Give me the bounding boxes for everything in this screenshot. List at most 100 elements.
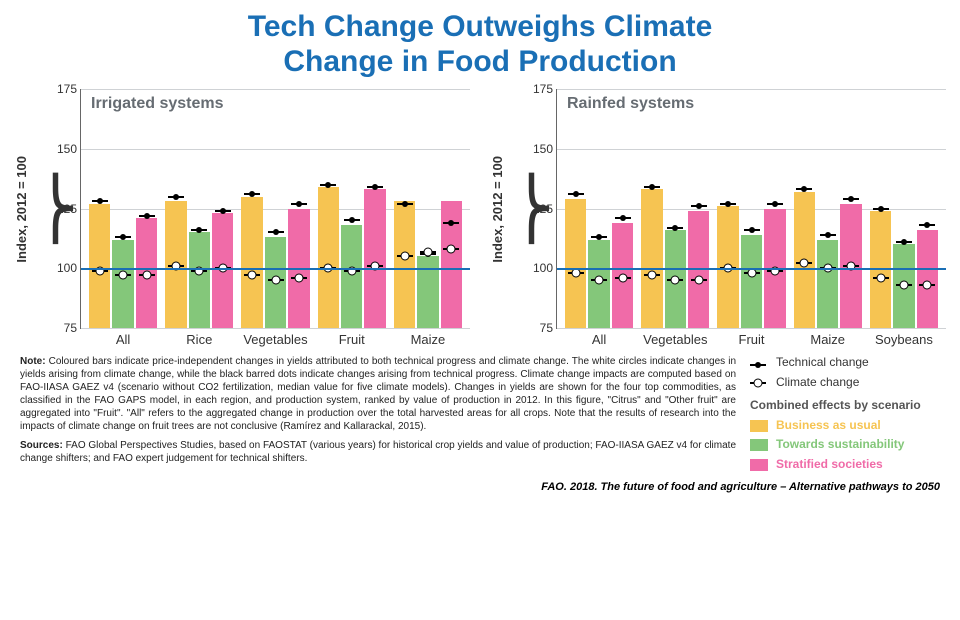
bar-strat xyxy=(917,230,938,328)
legend-label: Technical change xyxy=(776,355,869,371)
climate-marker-icon xyxy=(667,276,683,284)
legend-label: Stratified societies xyxy=(776,457,883,473)
bar-sus xyxy=(341,225,362,328)
chart-irrigated: Index, 2012 = 100⎬75100125150175Irrigate… xyxy=(14,89,470,329)
bar-strat xyxy=(212,213,233,328)
y-axis-label: Index, 2012 = 100 xyxy=(490,156,505,263)
y-tick-label: 100 xyxy=(57,261,81,275)
tech-marker-icon xyxy=(443,220,459,226)
bars-area xyxy=(81,89,470,328)
tech-marker-icon xyxy=(320,182,336,188)
climate-marker-icon xyxy=(615,274,631,282)
bar-bau xyxy=(717,206,738,328)
x-tick-label: Maize xyxy=(390,328,466,347)
climate-marker-icon xyxy=(896,281,912,289)
y-tick-label: 125 xyxy=(533,202,557,216)
bar-strat xyxy=(441,201,462,328)
note-label: Note: xyxy=(20,356,46,367)
tech-marker-icon xyxy=(750,357,768,369)
x-tick-label: Vegetables xyxy=(637,328,713,347)
x-tick-label: Soybeans xyxy=(866,328,942,347)
y-tick-label: 125 xyxy=(57,202,81,216)
gridline xyxy=(81,328,470,329)
legend-label: Climate change xyxy=(776,375,859,391)
tech-marker-icon xyxy=(720,201,736,207)
chart-plot-area: 75100125150175Irrigated systemsAllRiceVe… xyxy=(80,89,470,329)
reference-line xyxy=(557,268,946,270)
climate-marker-icon xyxy=(691,276,707,284)
x-tick-label: All xyxy=(561,328,637,347)
bar-bau xyxy=(89,204,110,328)
bar-sus xyxy=(588,240,609,328)
y-tick-label: 150 xyxy=(57,142,81,156)
legend-swatch xyxy=(750,420,768,432)
title-line-1: Tech Change Outweighs Climate xyxy=(248,10,713,43)
legend-tech: Technical change xyxy=(750,355,940,371)
note-text: Coloured bars indicate price-independent… xyxy=(20,356,736,432)
bar-group xyxy=(637,89,713,328)
bar-strat xyxy=(364,189,385,328)
bar-sus xyxy=(893,244,914,328)
x-tick-label: Vegetables xyxy=(237,328,313,347)
bar-group xyxy=(713,89,789,328)
bar-strat xyxy=(840,204,861,328)
bar-group xyxy=(85,89,161,328)
tech-marker-icon xyxy=(591,234,607,240)
bar-group xyxy=(390,89,466,328)
climate-marker-icon xyxy=(397,252,413,260)
tech-marker-icon xyxy=(344,217,360,223)
climate-marker-icon xyxy=(244,271,260,279)
chart-subtitle: Irrigated systems xyxy=(91,95,224,113)
tech-marker-icon xyxy=(873,206,889,212)
charts-row: Index, 2012 = 100⎬75100125150175Irrigate… xyxy=(20,89,940,329)
gridline xyxy=(557,328,946,329)
bar-bau xyxy=(565,199,586,328)
citation-text: FAO. 2018. The future of food and agricu… xyxy=(541,481,940,493)
tech-marker-icon xyxy=(820,232,836,238)
legend-bau: Business as usual xyxy=(750,418,940,434)
chart-plot-area: 75100125150175Rainfed systemsAllVegetabl… xyxy=(556,89,946,329)
tech-marker-icon xyxy=(92,198,108,204)
bottom-section: Note: Coloured bars indicate price-indep… xyxy=(20,355,940,477)
x-tick-label: Fruit xyxy=(713,328,789,347)
tech-marker-icon xyxy=(191,227,207,233)
bar-group xyxy=(790,89,866,328)
tech-marker-icon xyxy=(744,227,760,233)
climate-marker-icon xyxy=(750,376,768,388)
climate-marker-icon xyxy=(268,276,284,284)
tech-marker-icon xyxy=(644,184,660,190)
tech-marker-icon xyxy=(168,194,184,200)
y-tick-label: 150 xyxy=(533,142,557,156)
tech-marker-icon xyxy=(397,201,413,207)
x-tick-label: All xyxy=(85,328,161,347)
legend-swatch xyxy=(750,459,768,471)
x-labels: AllRiceVegetablesFruitMaize xyxy=(81,328,470,347)
bar-bau xyxy=(165,201,186,328)
legend-strat: Stratified societies xyxy=(750,457,940,473)
bar-sus xyxy=(817,240,838,328)
tech-marker-icon xyxy=(919,222,935,228)
sources-text: FAO Global Perspectives Studies, based o… xyxy=(20,440,736,464)
bar-group xyxy=(314,89,390,328)
bar-sus xyxy=(741,235,762,328)
bar-sus xyxy=(112,240,133,328)
reference-line xyxy=(81,268,470,270)
y-tick-label: 75 xyxy=(540,321,557,335)
tech-marker-icon xyxy=(843,196,859,202)
tech-marker-icon xyxy=(667,225,683,231)
climate-marker-icon xyxy=(644,271,660,279)
y-tick-label: 75 xyxy=(64,321,81,335)
tech-marker-icon xyxy=(244,191,260,197)
tech-marker-icon xyxy=(115,234,131,240)
chart-rainfed: Index, 2012 = 100⎬75100125150175Rainfed … xyxy=(490,89,946,329)
tech-marker-icon xyxy=(796,186,812,192)
sources-paragraph: Sources: FAO Global Perspectives Studies… xyxy=(20,439,736,465)
page-title: Tech Change Outweighs Climate Change in … xyxy=(20,10,940,79)
tech-marker-icon xyxy=(896,239,912,245)
bar-bau xyxy=(318,187,339,328)
bars-area xyxy=(557,89,946,328)
climate-marker-icon xyxy=(115,271,131,279)
tech-marker-icon xyxy=(268,229,284,235)
tech-marker-icon xyxy=(139,213,155,219)
y-tick-label: 175 xyxy=(533,82,557,96)
